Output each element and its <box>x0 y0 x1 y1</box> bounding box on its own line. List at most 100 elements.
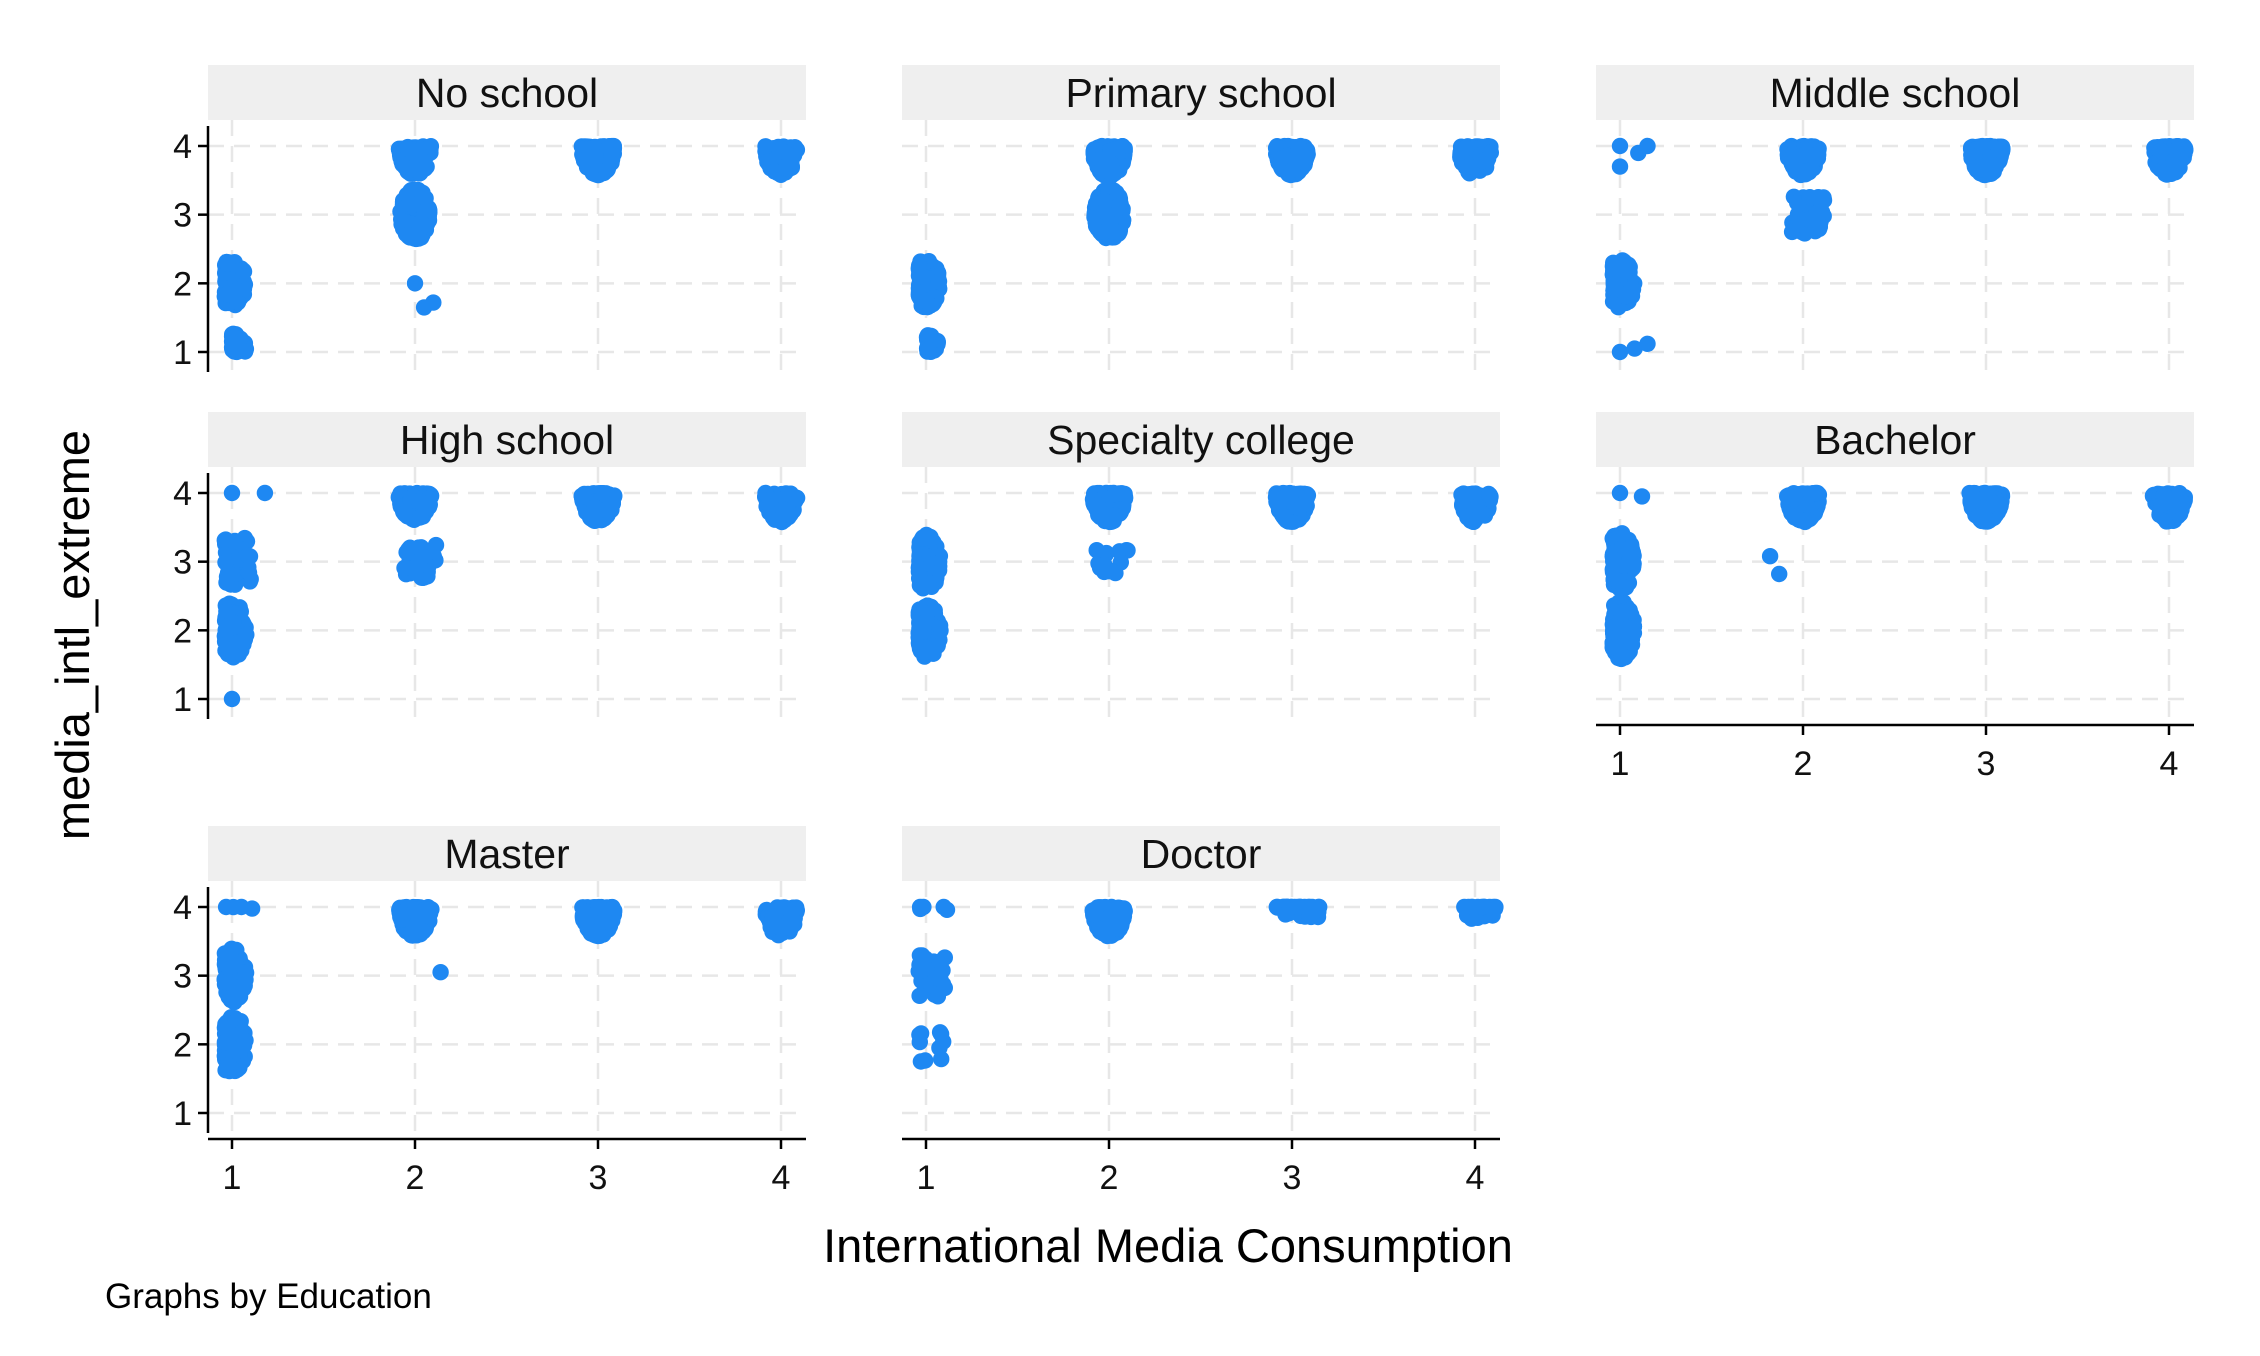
scatter-point <box>1092 151 1109 168</box>
scatter-point <box>406 275 424 292</box>
scatter-point <box>223 484 241 502</box>
scatter-point <box>1606 638 1623 656</box>
scatter-point <box>915 614 933 632</box>
scatter-point <box>1797 166 1814 183</box>
scatter-point <box>1796 146 1813 164</box>
points-group <box>1604 137 2194 361</box>
scatter-point <box>1088 542 1105 559</box>
scatter-point <box>1618 258 1636 275</box>
scatter-point <box>1639 335 1656 352</box>
y-tick-label: 1 <box>173 334 192 372</box>
scatter-point <box>1610 573 1628 590</box>
scatter-point <box>235 263 253 280</box>
scatter-point <box>774 501 792 518</box>
panels-layer: No school 1 2 3 4 Primary school Middle school… <box>173 65 2194 1197</box>
points-group <box>910 484 1499 665</box>
scatter-point <box>1974 137 1991 155</box>
scatter-point <box>414 188 431 205</box>
scatter-point <box>1096 556 1113 573</box>
scatter-point <box>1809 146 1826 163</box>
scatter-point <box>1282 487 1299 504</box>
scatter-point <box>1611 137 1629 155</box>
scatter-point <box>416 201 433 219</box>
panel-title: Bachelor <box>1814 417 1976 463</box>
scatter-point <box>1613 525 1631 542</box>
panel-title: Primary school <box>1065 70 1336 116</box>
panel-strip <box>208 65 806 120</box>
scatter-point <box>1611 158 1629 175</box>
scatter-point <box>1294 142 1311 159</box>
scatter-point <box>220 617 237 634</box>
scatter-point <box>1460 158 1478 175</box>
scatter-point <box>1101 215 1119 232</box>
scatter-point <box>1633 488 1651 505</box>
scatter-point <box>228 282 246 299</box>
scatter-point <box>911 257 928 274</box>
y-tick-label: 4 <box>173 475 192 513</box>
panel-title: Middle school <box>1770 70 2021 116</box>
points-group <box>910 137 1500 360</box>
scatter-point <box>414 548 431 565</box>
scatter-point <box>771 143 788 160</box>
x-tick-label: 1 <box>1611 745 1630 783</box>
panel-strip <box>1596 65 2194 120</box>
scatter-point <box>604 495 621 513</box>
scatter-point <box>915 530 932 547</box>
x-tick-label: 3 <box>1977 745 1996 783</box>
scatter-point <box>412 508 429 526</box>
scatter-point <box>223 690 241 708</box>
scatter-point <box>1096 203 1113 220</box>
points-group <box>216 484 806 708</box>
scatter-point <box>1613 603 1630 621</box>
panel-middle-school: Middle school <box>1596 65 2194 378</box>
scatter-point <box>411 492 428 510</box>
scatter-point <box>1618 621 1635 638</box>
points-group <box>216 137 806 361</box>
scatter-point <box>218 603 235 620</box>
y-tick-label: 1 <box>173 681 192 719</box>
y-tick-label: 3 <box>173 197 192 235</box>
scatter-point <box>603 147 620 165</box>
scatter-point <box>1275 508 1292 525</box>
x-tick-label: 4 <box>2160 745 2179 783</box>
scatter-point <box>218 568 236 585</box>
scatter-point <box>1639 137 1656 155</box>
scatter-point <box>573 488 591 505</box>
scatter-point <box>1611 343 1629 361</box>
scatter-point <box>2152 142 2170 159</box>
scatter-point <box>910 560 928 577</box>
scatter-point <box>2166 157 2184 174</box>
scatter-point <box>256 484 274 502</box>
scatter-point <box>766 163 783 180</box>
y-tick-label: 2 <box>173 612 192 650</box>
scatter-point <box>930 273 948 290</box>
panel-title: No school <box>416 70 598 116</box>
panel-high-school: High school 1 2 3 4 <box>173 412 806 725</box>
scatter-point <box>1626 340 1643 357</box>
scatter-point <box>757 138 774 155</box>
scatter-point <box>1607 281 1625 298</box>
scatter-point <box>1479 150 1497 167</box>
scatter-point <box>1801 189 1819 206</box>
scatter-point <box>240 564 258 581</box>
y-tick-label: 2 <box>173 265 192 303</box>
scatter-point <box>1100 506 1118 523</box>
scatter-point <box>917 639 934 656</box>
scatter-point <box>1106 486 1124 503</box>
panel-title: High school <box>400 417 614 463</box>
panel-title: Specialty college <box>1047 417 1355 463</box>
scatter-point <box>402 183 419 200</box>
scatter-point <box>404 145 422 162</box>
scatter-point <box>404 158 421 175</box>
scatter-point <box>239 547 257 564</box>
scatter-point <box>1110 140 1127 158</box>
scatter-point <box>918 292 935 310</box>
scatter-point <box>1813 203 1831 221</box>
scatter-point <box>425 294 442 311</box>
scatter-point <box>598 162 615 179</box>
scatter-point <box>224 334 241 352</box>
y-tick-label: 3 <box>173 544 192 582</box>
panel-strip <box>902 65 1500 120</box>
